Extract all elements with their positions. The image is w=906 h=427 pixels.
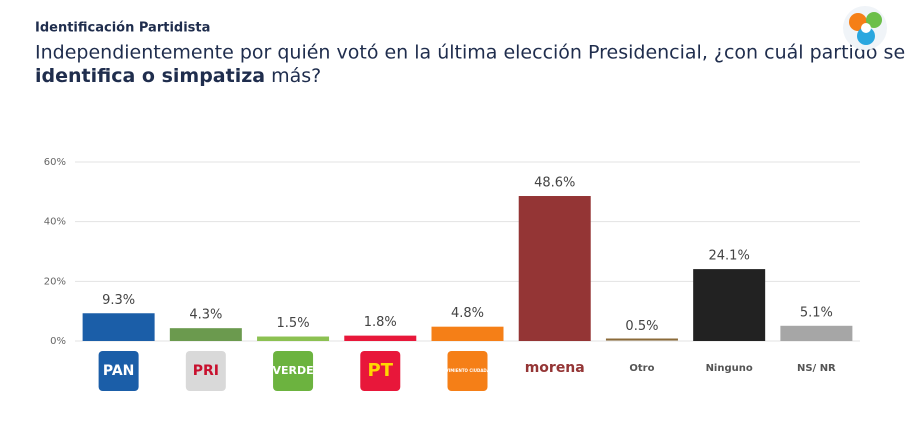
x-tick-label: morena (525, 360, 585, 376)
brand-logo (843, 6, 887, 50)
party-logo (98, 351, 139, 391)
bar (344, 335, 417, 341)
value-label: 4.3% (189, 308, 222, 323)
subtitle-bold: identifica o simpatiza (35, 65, 265, 87)
value-label: 1.5% (277, 316, 310, 331)
value-label: 0.5% (625, 319, 658, 334)
value-label: 4.8% (451, 306, 484, 321)
value-label: 1.8% (364, 315, 397, 330)
bar (518, 196, 591, 341)
party-logo (185, 351, 226, 391)
value-label: 5.1% (800, 305, 833, 320)
x-tick-label: VERDE (272, 364, 313, 377)
bar (780, 325, 853, 341)
x-tick-label: Ninguno (706, 363, 753, 374)
x-tick-label: PT (368, 360, 394, 381)
x-tick-label: NS/ NR (797, 363, 836, 374)
subtitle: identifica o simpatiza más? (35, 65, 321, 87)
bar (169, 328, 242, 341)
value-label: 9.3% (102, 293, 135, 308)
value-label: 24.1% (709, 249, 750, 264)
x-tick-label: MOVIMIENTO CIUDADANO (438, 368, 497, 373)
x-tick-label: Otro (629, 363, 654, 374)
y-tick-label: 60% (44, 157, 66, 168)
bar (257, 336, 330, 341)
y-tick-label: 20% (44, 276, 66, 287)
subtitle: Independientemente por quién votó en la … (35, 42, 905, 64)
subtitle-end: más? (265, 65, 321, 87)
bar (82, 313, 155, 341)
bar (693, 269, 766, 341)
chart-title: Identificación Partidista (35, 21, 210, 36)
bar (605, 338, 678, 341)
y-tick-label: 40% (44, 217, 66, 228)
party-logo (447, 351, 488, 391)
bar (431, 326, 504, 341)
value-label: 48.6% (534, 176, 575, 191)
y-tick-label: 0% (50, 336, 66, 347)
party-logo (273, 351, 314, 391)
x-tick-label: PRI (193, 363, 219, 379)
x-tick-label: PAN (103, 363, 135, 379)
party-logo (360, 351, 401, 391)
